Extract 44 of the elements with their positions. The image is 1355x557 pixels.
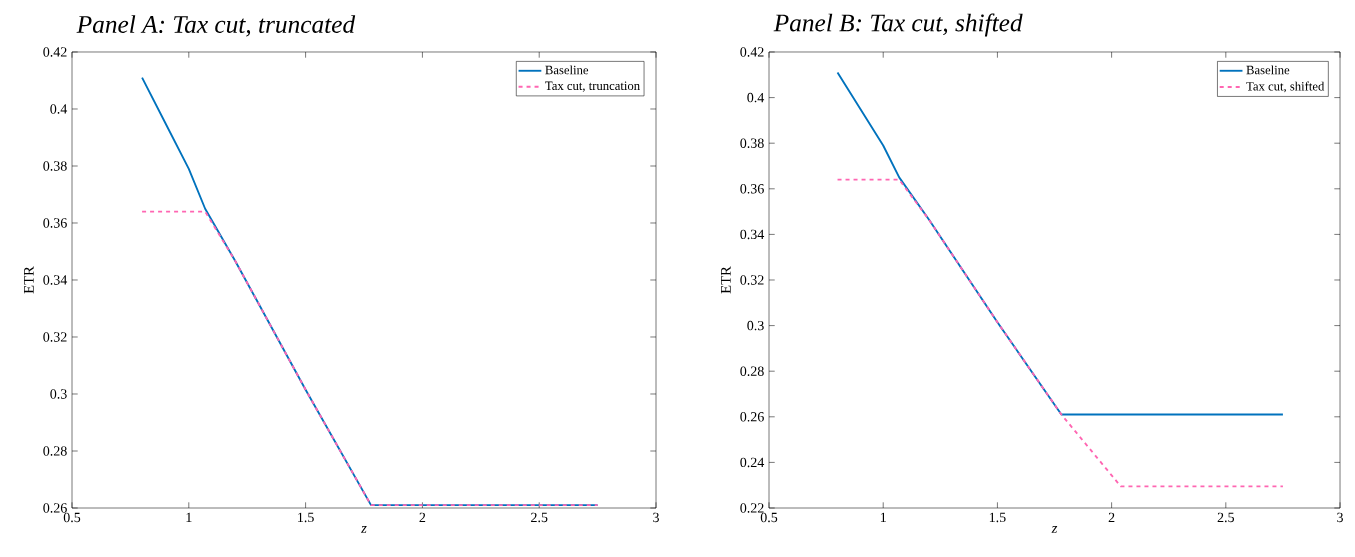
x-axis-title: z [1051, 526, 1058, 533]
y-tick-label: 0.22 [740, 503, 764, 513]
x-tick-label: 3 [1337, 512, 1343, 523]
y-axis-title: ETR [24, 266, 34, 294]
x-tick-label: 0.5 [760, 512, 778, 523]
y-tick-label: 0.38 [740, 138, 764, 148]
y-tick-label: 0.42 [43, 47, 67, 57]
y-tick-label: 0.26 [740, 412, 764, 422]
legend-label: Tax cut, truncation [545, 81, 640, 92]
y-tick-label: 0.36 [740, 184, 764, 194]
y-tick-label: 0.34 [43, 275, 68, 285]
line-series [141, 210, 599, 507]
line-series [836, 178, 1284, 488]
x-tick-label: 1.5 [298, 512, 314, 523]
y-tick-label: 0.36 [43, 218, 67, 228]
x-tick-label: 0.5 [63, 512, 81, 523]
y-tick-label: 0.26 [43, 503, 67, 513]
x-tick-label: 1 [880, 512, 886, 522]
y-tick-label: 0.34 [740, 229, 765, 240]
x-tick-label: 1.5 [989, 512, 1006, 523]
y-axis-title: ETR [721, 266, 731, 294]
y-tick-label: 0.32 [740, 275, 764, 285]
y-tick-label: 0.4 [747, 92, 765, 103]
x-tick-label: 2 [1108, 512, 1115, 522]
legend-label: Baseline [545, 65, 589, 75]
y-tick-label: 0.42 [740, 47, 764, 57]
chart-title: Panel B: Tax cut, shifted [773, 13, 1023, 37]
y-tick-label: 0.38 [43, 161, 67, 171]
chart-title: Panel A: Tax cut, truncated [76, 15, 356, 37]
x-tick-label: 1 [186, 512, 192, 522]
x-tick-label: 2.5 [531, 512, 548, 523]
x-tick-label: 2 [419, 512, 426, 522]
y-tick-label: 0.4 [50, 104, 68, 114]
x-tick-label: 3 [653, 512, 659, 523]
legend-label: Baseline [1246, 65, 1290, 75]
x-tick-label: 2.5 [1217, 512, 1235, 523]
y-tick-label: 0.24 [740, 457, 765, 468]
x-axis-title: z [360, 526, 367, 533]
y-tick-label: 0.3 [50, 389, 67, 399]
y-tick-label: 0.28 [43, 446, 67, 456]
y-tick-label: 0.28 [740, 366, 764, 376]
y-tick-label: 0.3 [747, 320, 764, 331]
y-tick-label: 0.32 [43, 332, 67, 342]
legend-label: Tax cut, shifted [1246, 81, 1325, 93]
